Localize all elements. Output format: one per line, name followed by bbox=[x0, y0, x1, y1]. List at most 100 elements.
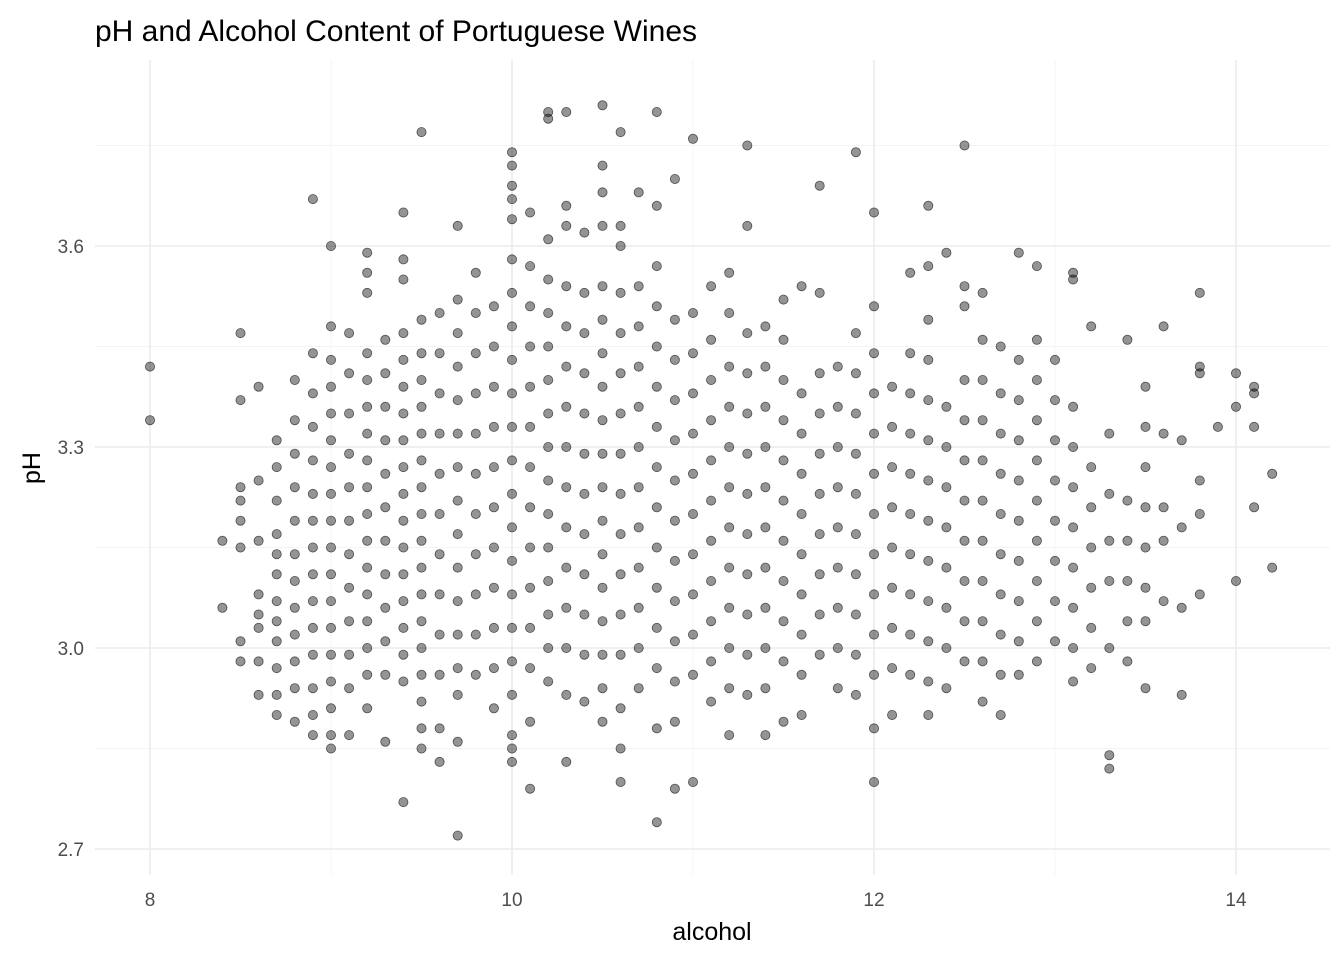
scatter-point bbox=[398, 569, 409, 580]
scatter-point bbox=[832, 683, 843, 694]
scatter-point bbox=[506, 194, 517, 205]
scatter-point bbox=[506, 147, 517, 158]
scatter-point bbox=[289, 683, 300, 694]
scatter-point bbox=[669, 555, 680, 566]
scatter-point bbox=[561, 522, 572, 533]
scatter-point bbox=[579, 287, 590, 298]
scatter-point bbox=[434, 468, 445, 479]
scatter-point bbox=[1050, 515, 1061, 526]
scatter-point bbox=[1267, 562, 1278, 573]
scatter-point bbox=[905, 468, 916, 479]
scatter-point bbox=[325, 381, 336, 392]
scatter-point bbox=[1068, 602, 1079, 613]
scatter-point bbox=[380, 636, 391, 647]
scatter-point bbox=[235, 656, 246, 667]
scatter-point bbox=[760, 643, 771, 654]
scatter-point bbox=[760, 730, 771, 741]
scatter-point bbox=[289, 549, 300, 560]
scatter-point bbox=[905, 428, 916, 439]
scatter-point bbox=[977, 495, 988, 506]
scatter-point bbox=[253, 622, 264, 633]
scatter-point bbox=[633, 643, 644, 654]
scatter-point bbox=[887, 462, 898, 473]
scatter-point bbox=[398, 622, 409, 633]
scatter-point bbox=[959, 495, 970, 506]
scatter-point bbox=[271, 596, 282, 607]
scatter-point bbox=[905, 669, 916, 680]
scatter-point bbox=[307, 388, 318, 399]
scatter-point bbox=[1050, 354, 1061, 365]
scatter-point bbox=[362, 455, 373, 466]
scatter-point bbox=[706, 415, 717, 426]
scatter-point bbox=[525, 502, 536, 513]
scatter-point bbox=[1086, 622, 1097, 633]
scatter-point bbox=[325, 676, 336, 687]
scatter-point bbox=[633, 441, 644, 452]
scatter-point bbox=[977, 287, 988, 298]
scatter-point bbox=[344, 328, 355, 339]
scatter-point bbox=[543, 508, 554, 519]
scatter-point bbox=[669, 395, 680, 406]
scatter-point bbox=[307, 455, 318, 466]
scatter-point bbox=[651, 817, 662, 828]
scatter-point bbox=[1140, 582, 1151, 593]
scatter-point bbox=[923, 200, 934, 211]
scatter-point bbox=[1194, 508, 1205, 519]
scatter-point bbox=[959, 656, 970, 667]
scatter-point bbox=[325, 743, 336, 754]
scatter-point bbox=[615, 743, 626, 754]
scatter-point bbox=[398, 596, 409, 607]
scatter-point bbox=[289, 415, 300, 426]
scatter-point bbox=[850, 448, 861, 459]
scatter-point bbox=[778, 716, 789, 727]
scatter-point bbox=[579, 448, 590, 459]
scatter-point bbox=[543, 374, 554, 385]
grid-lines bbox=[95, 60, 1330, 875]
scatter-point bbox=[651, 542, 662, 553]
scatter-point bbox=[995, 710, 1006, 721]
scatter-point bbox=[615, 448, 626, 459]
scatter-point bbox=[923, 515, 934, 526]
scatter-point bbox=[796, 388, 807, 399]
scatter-point bbox=[1086, 582, 1097, 593]
scatter-point bbox=[362, 401, 373, 412]
scatter-point bbox=[380, 502, 391, 513]
scatter-point bbox=[380, 334, 391, 345]
scatter-point bbox=[235, 542, 246, 553]
scatter-point bbox=[325, 354, 336, 365]
scatter-point bbox=[651, 421, 662, 432]
scatter-point bbox=[506, 555, 517, 566]
scatter-point bbox=[452, 689, 463, 700]
scatter-point bbox=[1212, 421, 1223, 432]
scatter-point bbox=[235, 395, 246, 406]
scatter-point bbox=[760, 482, 771, 493]
scatter-point bbox=[543, 234, 554, 245]
x-tick-label: 10 bbox=[501, 890, 522, 911]
scatter-point bbox=[651, 663, 662, 674]
scatter-point bbox=[470, 307, 481, 318]
scatter-point bbox=[760, 401, 771, 412]
scatter-point bbox=[724, 683, 735, 694]
scatter-point bbox=[814, 649, 825, 660]
scatter-point bbox=[543, 576, 554, 587]
scatter-point bbox=[923, 596, 934, 607]
scatter-point bbox=[271, 462, 282, 473]
scatter-point bbox=[1194, 475, 1205, 486]
scatter-point bbox=[597, 314, 608, 325]
scatter-point bbox=[416, 314, 427, 325]
scatter-point bbox=[1122, 495, 1133, 506]
scatter-point bbox=[506, 743, 517, 754]
scatter-point bbox=[1176, 435, 1187, 446]
scatter-point bbox=[506, 180, 517, 191]
scatter-point bbox=[1140, 462, 1151, 473]
scatter-point bbox=[325, 569, 336, 580]
scatter-point bbox=[724, 361, 735, 372]
scatter-point bbox=[561, 602, 572, 613]
scatter-point bbox=[271, 616, 282, 627]
scatter-point bbox=[344, 549, 355, 560]
scatter-point bbox=[506, 589, 517, 600]
scatter-point bbox=[398, 328, 409, 339]
scatter-point bbox=[1013, 354, 1024, 365]
scatter-point bbox=[814, 569, 825, 580]
scatter-point bbox=[850, 147, 861, 158]
